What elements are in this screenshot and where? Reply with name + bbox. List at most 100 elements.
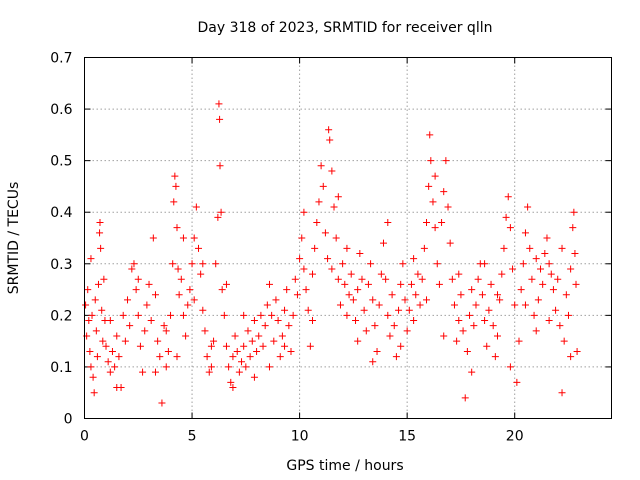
y-axis-label: SRMTID / TECUs [6, 182, 22, 295]
data-point [564, 311, 572, 319]
data-point [276, 353, 284, 361]
data-point [250, 373, 258, 381]
data-point [255, 332, 263, 340]
data-point [496, 296, 504, 304]
data-point [132, 286, 140, 294]
y-tick-label: 0.5 [50, 154, 72, 170]
data-point [438, 219, 446, 227]
data-point [89, 373, 97, 381]
data-point [309, 270, 317, 278]
data-point [426, 131, 434, 139]
data-point [573, 347, 581, 355]
data-point [489, 322, 497, 330]
data-point [182, 332, 190, 340]
data-point [108, 347, 116, 355]
data-point [111, 363, 119, 371]
data-point [455, 270, 463, 278]
data-point [343, 244, 351, 252]
plot-frame [84, 57, 612, 419]
data-point [87, 255, 95, 263]
data-point [199, 260, 207, 268]
data-point [572, 280, 580, 288]
data-point [401, 296, 409, 304]
data-point [423, 296, 431, 304]
data-point [483, 342, 491, 350]
data-point [369, 296, 377, 304]
data-point [278, 332, 286, 340]
data-point [403, 327, 411, 335]
data-point [212, 260, 220, 268]
data-point [448, 275, 456, 283]
y-tick-label: 0.6 [50, 102, 72, 118]
data-point [250, 317, 258, 325]
data-point [427, 157, 435, 165]
data-point [170, 198, 178, 206]
data-point [407, 280, 415, 288]
data-point [309, 317, 317, 325]
data-point [371, 322, 379, 330]
data-point [358, 275, 366, 283]
data-point [463, 347, 471, 355]
data-point [173, 224, 181, 232]
data-point [285, 322, 293, 330]
data-point [347, 270, 355, 278]
y-tick-label: 0.3 [50, 257, 72, 273]
data-point [253, 347, 261, 355]
data-point [444, 203, 452, 211]
data-point [524, 203, 532, 211]
data-point [386, 332, 394, 340]
x-tick-label: 10 [291, 429, 309, 445]
data-point [567, 265, 575, 273]
data-point [281, 342, 289, 350]
data-point [537, 265, 545, 273]
data-point [289, 311, 297, 319]
data-point [410, 317, 418, 325]
data-point [461, 394, 469, 402]
data-point [98, 306, 106, 314]
data-point [311, 244, 319, 252]
data-point [124, 296, 132, 304]
data-point [179, 234, 187, 242]
data-point [397, 280, 405, 288]
data-point [172, 182, 180, 190]
data-point [545, 260, 553, 268]
data-point [300, 208, 308, 216]
data-point [319, 182, 327, 190]
data-point [459, 327, 467, 335]
data-point [395, 306, 403, 314]
data-point [339, 260, 347, 268]
data-point [377, 270, 385, 278]
data-point [169, 260, 177, 268]
data-point [195, 244, 203, 252]
data-point [293, 291, 301, 299]
data-point [455, 317, 463, 325]
data-point [261, 322, 269, 330]
data-point [453, 337, 461, 345]
data-point [91, 296, 99, 304]
data-point [416, 301, 424, 309]
data-point [354, 286, 362, 294]
data-point [532, 255, 540, 263]
data-point [162, 327, 170, 335]
data-point [121, 337, 129, 345]
chart-title: Day 318 of 2023, SRMTID for receiver qll… [198, 20, 493, 36]
data-point [233, 347, 241, 355]
data-point [177, 275, 185, 283]
data-point [263, 301, 271, 309]
data-point [334, 275, 342, 283]
data-point [328, 265, 336, 273]
data-point [188, 260, 196, 268]
data-point [88, 311, 96, 319]
data-point [360, 306, 368, 314]
data-point [521, 229, 529, 237]
data-point [227, 378, 235, 386]
data-point [478, 291, 486, 299]
data-point [384, 219, 392, 227]
data-point [158, 399, 166, 407]
data-point [375, 301, 383, 309]
data-point [229, 353, 237, 361]
data-point [90, 389, 98, 397]
data-point [352, 317, 360, 325]
data-point [265, 280, 273, 288]
data-point [229, 384, 237, 392]
